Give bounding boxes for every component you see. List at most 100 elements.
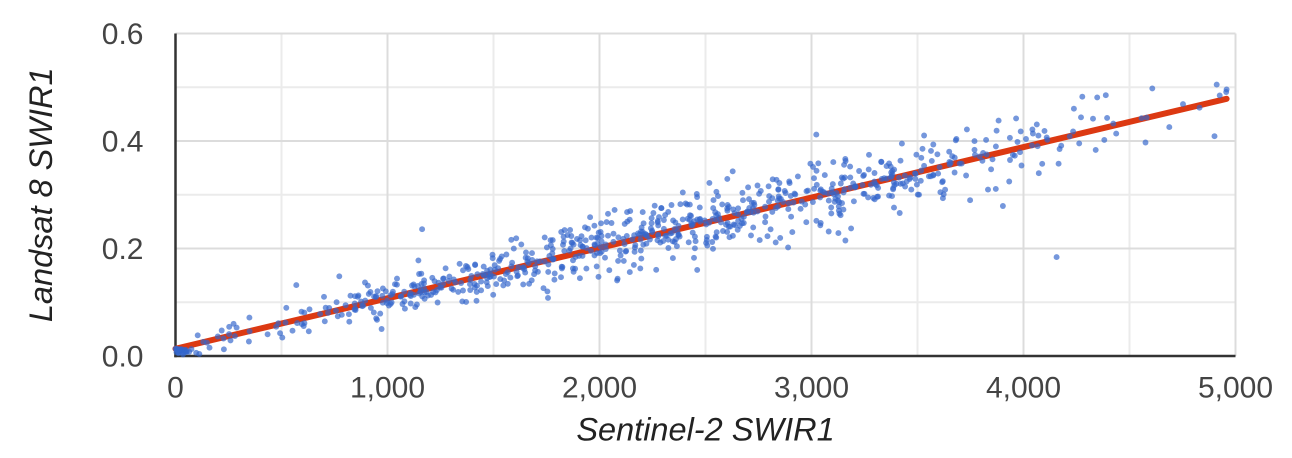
data-point bbox=[1018, 162, 1025, 169]
data-point bbox=[660, 217, 667, 223]
data-point bbox=[651, 202, 658, 209]
data-point bbox=[747, 209, 754, 216]
data-point bbox=[942, 186, 949, 193]
data-point bbox=[264, 331, 271, 338]
data-point bbox=[687, 212, 693, 219]
data-point bbox=[458, 280, 465, 286]
data-point bbox=[577, 242, 584, 249]
data-point bbox=[193, 349, 200, 356]
data-point bbox=[502, 271, 509, 278]
data-point bbox=[835, 207, 842, 214]
data-point bbox=[648, 215, 655, 222]
data-point bbox=[1104, 114, 1111, 121]
data-point bbox=[724, 228, 731, 235]
data-point bbox=[811, 175, 817, 182]
data-point bbox=[815, 160, 822, 167]
data-point bbox=[545, 268, 552, 275]
data-point bbox=[713, 188, 720, 195]
data-point bbox=[336, 273, 343, 280]
data-point bbox=[479, 271, 486, 277]
data-point bbox=[1029, 126, 1036, 133]
data-point bbox=[658, 205, 665, 212]
data-point bbox=[194, 332, 201, 339]
data-point bbox=[953, 135, 960, 142]
data-point bbox=[896, 174, 902, 181]
data-point bbox=[411, 283, 418, 290]
data-point bbox=[367, 304, 374, 311]
data-point bbox=[1034, 143, 1041, 150]
data-point bbox=[972, 151, 978, 158]
data-point bbox=[730, 221, 737, 228]
data-point bbox=[842, 237, 849, 244]
data-point bbox=[374, 288, 381, 295]
data-point bbox=[847, 174, 854, 181]
data-point bbox=[611, 206, 618, 213]
x-tick-label: 1,000 bbox=[350, 372, 425, 405]
data-point bbox=[496, 257, 503, 264]
data-point bbox=[809, 199, 816, 205]
data-point bbox=[617, 252, 624, 259]
data-point bbox=[1070, 105, 1077, 112]
data-point bbox=[1196, 104, 1203, 111]
data-point bbox=[1009, 151, 1016, 158]
y-tick-label: 0.6 bbox=[102, 18, 144, 51]
data-point bbox=[663, 232, 670, 239]
data-point bbox=[782, 190, 789, 196]
data-point bbox=[775, 203, 781, 210]
data-point bbox=[558, 274, 564, 281]
x-axis-title: Sentinel-2 SWIR1 bbox=[576, 412, 834, 448]
data-point bbox=[731, 210, 738, 217]
data-point bbox=[510, 245, 517, 252]
data-point bbox=[841, 186, 848, 193]
data-point bbox=[979, 157, 986, 164]
data-point bbox=[803, 188, 810, 195]
data-point bbox=[602, 246, 609, 252]
data-point bbox=[1006, 134, 1013, 141]
data-point bbox=[993, 127, 1000, 134]
data-point bbox=[706, 179, 713, 186]
data-point bbox=[570, 241, 577, 248]
data-point bbox=[1138, 115, 1145, 122]
data-point bbox=[534, 258, 540, 265]
data-point bbox=[662, 212, 669, 219]
data-point bbox=[608, 220, 615, 226]
data-point bbox=[934, 151, 941, 158]
data-point bbox=[371, 293, 378, 300]
data-point bbox=[825, 197, 832, 204]
data-point bbox=[520, 264, 527, 271]
data-point bbox=[829, 181, 836, 188]
data-point bbox=[903, 178, 910, 185]
data-point bbox=[610, 238, 617, 245]
y-tick-label: 0.4 bbox=[102, 126, 144, 159]
data-point bbox=[1006, 178, 1013, 185]
data-point bbox=[840, 206, 847, 213]
data-point bbox=[616, 247, 623, 254]
data-point bbox=[383, 300, 390, 306]
data-point bbox=[446, 273, 453, 280]
data-point bbox=[1053, 254, 1060, 261]
data-point bbox=[703, 237, 710, 243]
data-point bbox=[889, 167, 896, 174]
data-point bbox=[754, 182, 761, 189]
data-point bbox=[791, 190, 798, 197]
data-point bbox=[983, 136, 990, 143]
data-point bbox=[392, 281, 398, 288]
data-point bbox=[460, 287, 466, 294]
data-point bbox=[602, 254, 608, 261]
data-point bbox=[767, 226, 774, 233]
data-point bbox=[574, 235, 580, 242]
data-point bbox=[930, 141, 937, 148]
data-point bbox=[474, 271, 481, 278]
x-tick-label: 4,000 bbox=[986, 372, 1061, 405]
data-point bbox=[1017, 149, 1023, 156]
data-point bbox=[649, 229, 656, 236]
data-point bbox=[740, 197, 746, 204]
data-point bbox=[352, 307, 359, 313]
data-point bbox=[935, 170, 942, 177]
data-point bbox=[490, 291, 497, 298]
data-point bbox=[985, 186, 991, 193]
data-point bbox=[650, 210, 657, 216]
data-point bbox=[582, 237, 589, 244]
data-point bbox=[860, 172, 867, 179]
